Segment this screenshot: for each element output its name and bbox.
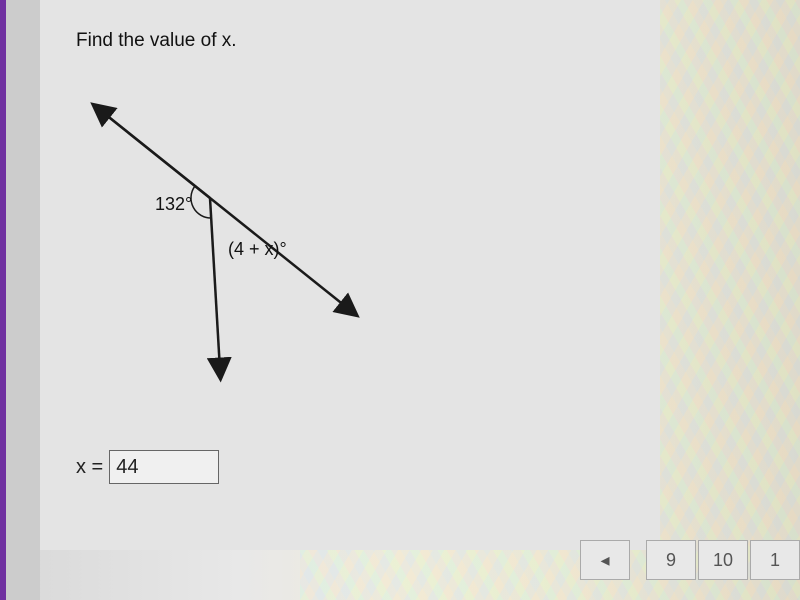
answer-row: x = <box>76 450 219 484</box>
angle2-label: (4 + x)° <box>228 239 287 259</box>
margin-strip <box>6 0 40 600</box>
answer-input[interactable] <box>109 450 219 484</box>
prev-page-button[interactable]: ◂ <box>580 540 630 580</box>
question-prompt: Find the value of x. <box>76 30 237 52</box>
angle-diagram: 132° (4 + x)° <box>60 80 410 400</box>
answer-prefix: x = <box>76 456 103 479</box>
page-9-button[interactable]: 9 <box>646 540 696 580</box>
page-11-button[interactable]: 1 <box>750 540 800 580</box>
question-pager: ◂ 9 10 1 <box>578 540 800 580</box>
angle1-label: 132° <box>155 194 192 214</box>
page-10-button[interactable]: 10 <box>698 540 748 580</box>
